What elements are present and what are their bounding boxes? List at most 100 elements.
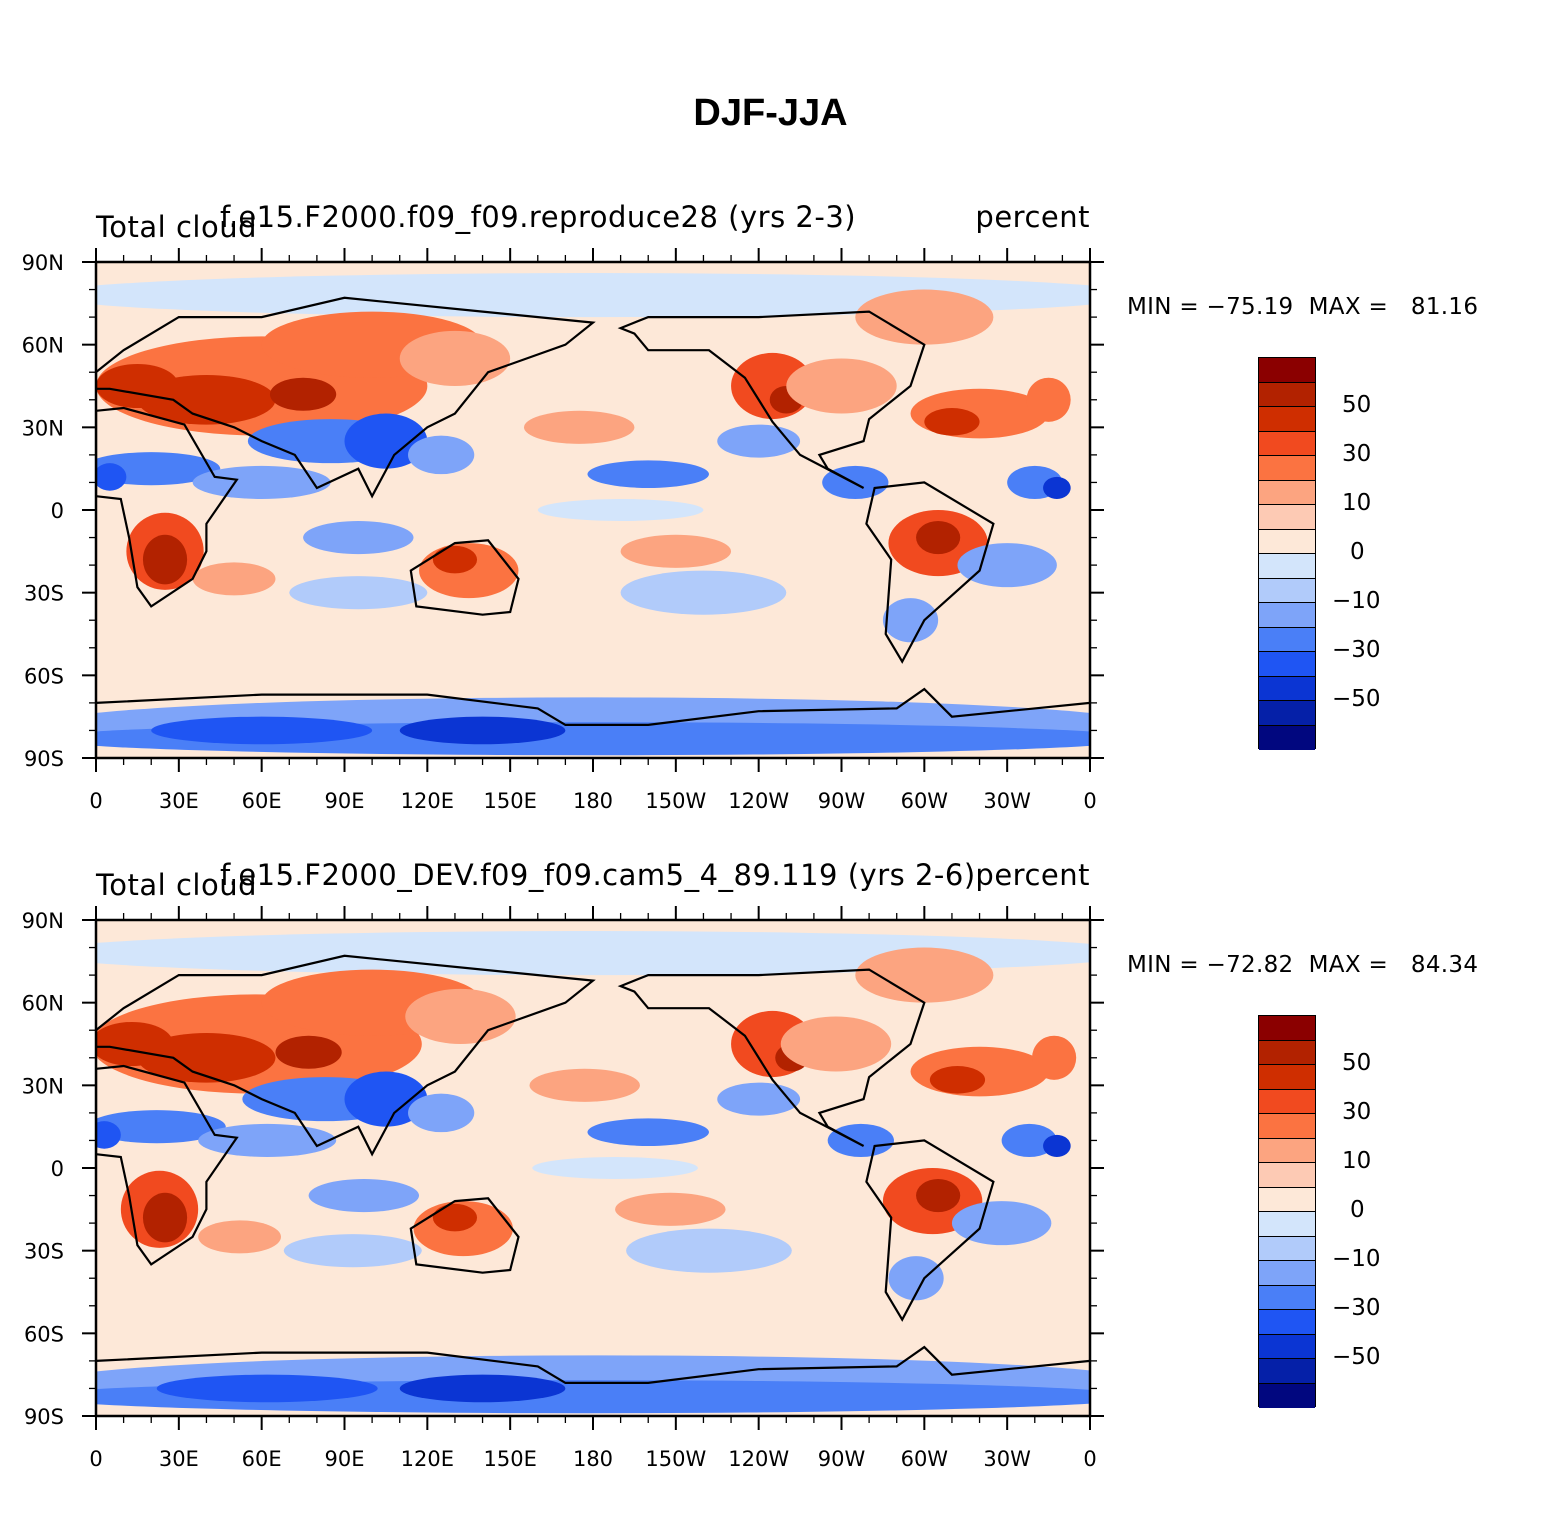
contour-region — [96, 452, 221, 486]
case-label: f.e15.F2000_DEV.f09_f09.cam5_4_89.119 (y… — [220, 858, 976, 892]
coastline — [96, 687, 1090, 726]
contour-region — [192, 465, 331, 499]
x-tick-label: 60E — [242, 1447, 282, 1471]
contour-region — [283, 1234, 422, 1268]
variable-label: Total cloud — [96, 210, 257, 244]
colorbar-label: 10 — [1342, 490, 1372, 516]
colorbar-box — [1259, 1187, 1315, 1212]
contour-region — [855, 947, 994, 1003]
contour-region — [537, 498, 704, 522]
colorbar-box — [1259, 1040, 1315, 1065]
x-tick-label: 180 — [573, 1447, 613, 1471]
contour-region — [156, 1374, 378, 1403]
x-tick-label: 120W — [728, 789, 789, 813]
colorbar-box — [1259, 652, 1315, 677]
y-tick-label: 0 — [51, 1157, 64, 1181]
contour-region — [1043, 1134, 1071, 1157]
colorbar-label: −10 — [1332, 588, 1381, 614]
min-max-stats: MIN = −72.82 MAX = 84.34 — [1127, 952, 1479, 978]
x-tick-label: 120E — [401, 1447, 454, 1471]
contour-region — [717, 1082, 801, 1116]
variable-label: Total cloud — [96, 868, 257, 902]
contour-region — [408, 1093, 475, 1133]
colorbar-box — [1259, 431, 1315, 456]
contour-region — [96, 463, 127, 491]
coastline — [865, 481, 995, 664]
contour-region — [289, 576, 428, 610]
colorbar-box — [1259, 1236, 1315, 1261]
contour-region — [786, 358, 897, 414]
colorbar-box — [1259, 529, 1315, 554]
min-max-stats: MIN = −75.19 MAX = 81.16 — [1127, 294, 1479, 320]
colorbar-label: −30 — [1332, 637, 1381, 663]
colorbar-box — [1259, 725, 1315, 750]
x-tick-label: 60W — [901, 1447, 949, 1471]
contour-region — [408, 435, 475, 475]
colorbar-label: 10 — [1342, 1148, 1372, 1174]
contour-region — [916, 521, 961, 555]
coastline — [617, 310, 926, 489]
x-tick-label: 150E — [483, 1447, 536, 1471]
y-tick-label: 30S — [24, 1240, 64, 1264]
contour-region — [399, 1374, 566, 1403]
x-tick-label: 60W — [901, 789, 949, 813]
contour-region — [529, 1068, 640, 1102]
field-layer — [96, 920, 1090, 1416]
contour-region — [532, 1156, 698, 1180]
contour-region — [620, 570, 787, 615]
contour-region — [303, 521, 414, 555]
y-tick-label: 30N — [22, 416, 64, 440]
units-label: percent — [975, 200, 1090, 234]
contour-region — [399, 330, 511, 387]
colorbar-box — [1259, 1310, 1315, 1335]
colorbar-label: −10 — [1332, 1246, 1381, 1272]
y-tick-label: 60N — [22, 334, 64, 358]
y-tick-label: 90N — [22, 909, 64, 933]
x-tick-label: 120W — [728, 1447, 789, 1471]
contour-region — [142, 534, 188, 585]
colorbar-box — [1259, 456, 1315, 481]
x-tick-label: 0 — [89, 789, 102, 813]
colorbar-box — [1259, 1334, 1315, 1359]
x-tick-label: 0 — [1083, 1447, 1096, 1471]
contour-region — [1001, 1123, 1057, 1157]
contour-region — [1032, 1035, 1077, 1080]
x-tick-label: 150W — [645, 1447, 706, 1471]
colorbar-box — [1259, 480, 1315, 505]
contour-region — [780, 1016, 892, 1072]
contour-region — [405, 988, 516, 1044]
coastline — [96, 1345, 1090, 1384]
colorbar-label: 30 — [1342, 441, 1372, 467]
case-label: f.e15.F2000.f09_f09.reproduce28 (yrs 2-3… — [220, 200, 857, 234]
y-tick-label: 90S — [24, 1405, 64, 1429]
colorbar-label: 50 — [1342, 1050, 1372, 1076]
colorbar-box — [1259, 1359, 1315, 1384]
x-tick-label: 180 — [573, 789, 613, 813]
x-tick-label: 150W — [645, 789, 706, 813]
y-tick-label: 60N — [22, 992, 64, 1016]
contour-region — [344, 413, 428, 469]
colorbar-label: 0 — [1350, 539, 1365, 565]
colorbar-box — [1259, 554, 1315, 579]
y-tick-label: 30N — [22, 1074, 64, 1098]
colorbar-box — [1259, 1089, 1315, 1114]
coastline — [409, 539, 520, 616]
x-tick-label: 90E — [325, 1447, 365, 1471]
units-label: percent — [975, 858, 1090, 892]
contour-region — [96, 620, 1090, 676]
contour-region — [96, 1021, 174, 1067]
contour-region — [275, 1035, 342, 1069]
coastline — [96, 406, 239, 608]
x-tick-label: 0 — [89, 1447, 102, 1471]
colorbar-label: −50 — [1332, 1344, 1381, 1370]
x-tick-label: 30E — [159, 1447, 199, 1471]
x-tick-label: 30E — [159, 789, 199, 813]
y-tick-label: 90S — [24, 747, 64, 771]
contour-region — [96, 1121, 121, 1149]
map-plot: 0 30E 60E 90E 120E 150E 180 150W 120W 90W 60W 30W 0 9… — [22, 248, 1104, 813]
contour-region — [855, 289, 994, 345]
contour-region — [96, 1278, 1090, 1334]
coastline — [96, 296, 596, 499]
x-tick-label: 30W — [983, 789, 1031, 813]
x-tick-label: 60E — [242, 789, 282, 813]
